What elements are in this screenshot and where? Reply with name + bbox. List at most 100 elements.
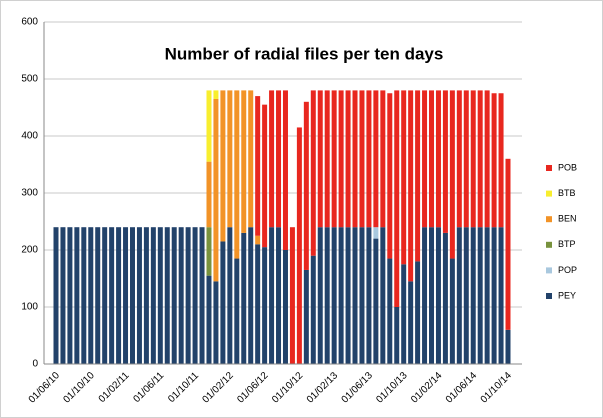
bar-segment [262,104,268,248]
bar-segment [463,90,469,228]
bar-segment [241,90,247,233]
bar-segment [491,93,497,228]
bar-segment [380,90,386,228]
bar-segment [442,232,448,364]
bar-segment [74,227,80,364]
bar-segment [442,90,448,233]
bar-segment [269,90,275,228]
bar-segment [164,227,170,364]
bar-segment [289,227,295,364]
bar-segment [248,227,254,364]
legend-swatch [546,190,552,197]
bar-segment [373,90,379,228]
bar-segment [352,227,358,364]
bar-segment [248,90,254,228]
bar-segment [255,96,261,236]
legend-swatch [546,165,552,171]
y-tick-label: 500 [21,74,38,85]
bar-segment [456,90,462,228]
bar-segment [359,90,365,228]
y-tick-label: 600 [21,17,38,28]
bar-segment [415,90,421,262]
bar-segment [116,227,122,364]
bar-segment [234,258,240,364]
bar-segment [331,90,337,228]
legend-swatch [546,241,552,248]
bar-segment [81,227,87,364]
bar-segment [387,258,393,364]
bar-segment [60,227,66,364]
bar-segment [136,227,142,364]
bar-segment [317,227,323,364]
bar-segment [310,90,316,256]
bar-segment [338,227,344,364]
bar-segment [227,90,233,228]
bar-segment [366,227,372,364]
bar-segment [157,227,163,364]
bar-segment [324,227,330,364]
bar-segment [317,90,323,228]
bar-segment [505,158,511,330]
bar-segment [422,227,428,364]
bar-segment [456,227,462,364]
bar-segment [123,227,129,364]
bar-segment [262,247,268,364]
bar-segment [276,227,282,364]
legend-label: BEN [558,214,577,224]
y-tick-label: 200 [21,245,38,256]
chart-title: Number of radial files per ten days [165,44,444,63]
bar-segment [373,238,379,364]
bar-segment [345,227,351,364]
bar-segment [484,227,490,364]
bar-segment [143,227,149,364]
bar-segment [463,227,469,364]
bar-segment [95,227,101,364]
bar-segment [477,90,483,228]
bar-segment [129,227,135,364]
bar-segment [102,227,108,364]
bar-segment [109,227,115,364]
legend-label: POB [558,162,577,172]
bar-segment [470,90,476,228]
bar-segment [303,269,309,364]
bar-segment [276,90,282,228]
bar-segment [449,258,455,364]
bar-segment [234,90,240,259]
bar-segment [206,275,212,364]
bar-segment [185,227,191,364]
bar-segment [241,232,247,364]
bar-segment [213,281,219,364]
bar-segment [213,90,219,99]
bar-segment [449,90,455,259]
bar-segment [470,227,476,364]
bar-segment [387,93,393,259]
bar-segment [255,235,261,245]
bar-segment [401,90,407,265]
bar-segment [282,250,288,364]
bar-segment [150,227,156,364]
bar-segment [338,90,344,228]
legend-label: BTP [558,239,576,249]
y-tick-label: 400 [21,131,38,142]
bar-segment [408,281,414,364]
bar-segment [255,244,261,364]
bar-segment [366,90,372,228]
bar-segment [192,227,198,364]
bar-segment [296,127,302,364]
bar-segment [53,227,59,364]
bar-segment [88,227,94,364]
bar-segment [429,90,435,228]
bar-segment [484,90,490,228]
y-tick-label: 0 [32,359,38,370]
bar-segment [477,227,483,364]
bar-segment [415,261,421,364]
bar-segment [429,227,435,364]
bar-segment [373,227,379,239]
legend-label: PEY [558,290,576,300]
bar-segment [171,227,177,364]
bar-segment [206,161,212,228]
legend-swatch [546,267,552,274]
bar-segment [269,227,275,364]
bar-segment [435,227,441,364]
bar-segment [206,227,212,276]
